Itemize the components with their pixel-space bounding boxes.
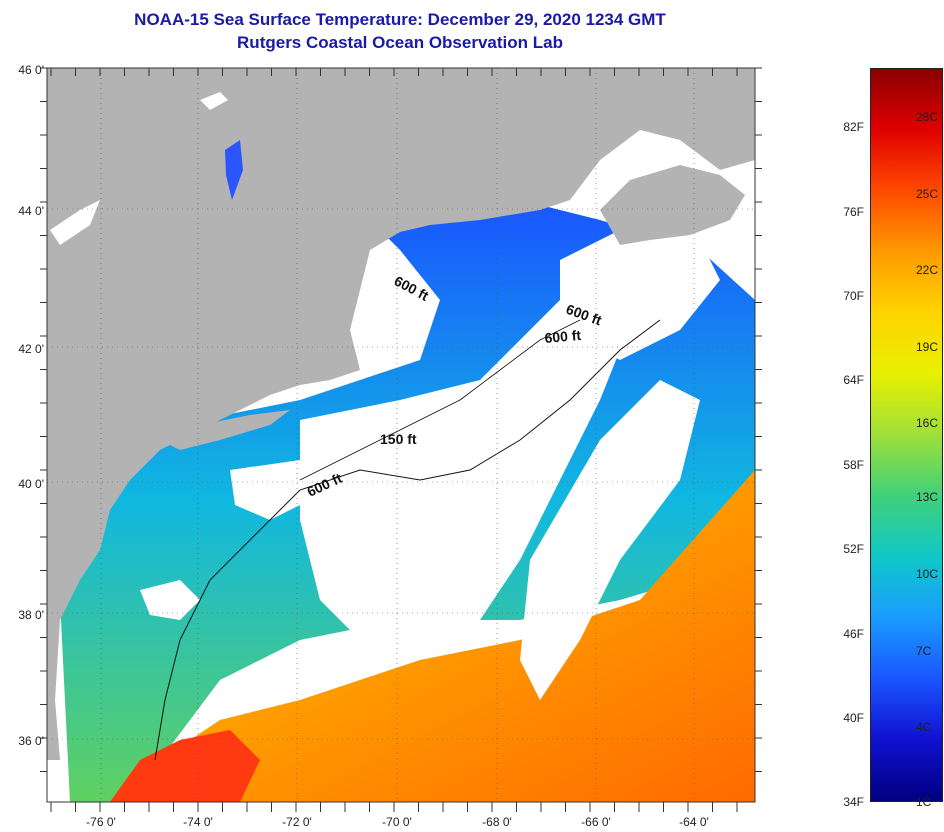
lon-label: -72 0' (282, 815, 312, 829)
hot-core (110, 730, 260, 802)
graticule (47, 68, 755, 802)
colorbar-c-label: 25C (916, 187, 939, 201)
land (47, 68, 755, 760)
land (160, 410, 290, 450)
lon-label: -74 0' (183, 815, 213, 829)
lat-label: 44 0' (18, 204, 44, 218)
colorbar-f-label: 64F (843, 373, 864, 387)
lat-label: 38 0' (18, 608, 44, 622)
colorbar-c-label: 13C (916, 490, 939, 504)
colorbar-f-label: 52F (843, 542, 864, 556)
lon-label: -66 0' (581, 815, 611, 829)
lat-label: 36 0' (18, 734, 44, 748)
cloud-patch (560, 230, 720, 360)
lon-label: -70 0' (382, 815, 412, 829)
cloud-patch (140, 580, 200, 620)
lat-label: 42 0' (18, 342, 44, 356)
cloud-patch (230, 460, 310, 520)
cloud-patch (300, 280, 640, 640)
axis-ticks (40, 67, 762, 812)
chart-title: NOAA-15 Sea Surface Temperature: Decembe… (134, 10, 666, 29)
depth-contour (299, 319, 581, 481)
colorbar-f-label: 70F (843, 289, 864, 303)
lake (200, 92, 228, 110)
colorbar-f-label: 34F (843, 795, 864, 809)
colorbar-c-label: 19C (916, 340, 939, 354)
lake (50, 200, 100, 245)
colorbar-c-label: 22C (916, 263, 939, 277)
colorbar-f-label: 58F (843, 458, 864, 472)
lon-labels: -76 0' -74 0' -72 0' -70 0' -68 0' -66 0… (86, 815, 709, 829)
lake (225, 140, 243, 200)
depth-label: 150 ft (380, 431, 417, 447)
depth-contour (154, 319, 661, 761)
colorbar-f-label: 76F (843, 205, 864, 219)
lon-label: -64 0' (679, 815, 709, 829)
map-frame (46, 67, 756, 803)
colorbar-f-label: 82F (843, 120, 864, 134)
lat-label: 46 0' (18, 63, 44, 77)
colorbar-f-label: 46F (843, 627, 864, 641)
lon-label: -76 0' (86, 815, 116, 829)
land (600, 165, 745, 245)
colorbar-c-label: 16C (916, 416, 939, 430)
colorbar-c-label: 28C (916, 110, 939, 124)
colorbar-f-label: 40F (843, 711, 864, 725)
colorbar-c-label: 7C (916, 644, 932, 658)
chart-subtitle: Rutgers Coastal Ocean Observation Lab (237, 33, 563, 52)
depth-label: 600 ft (544, 327, 582, 346)
colorbar-c-label: 1C (916, 795, 932, 809)
cloud-patch (520, 380, 700, 700)
lon-label: -68 0' (482, 815, 512, 829)
colorbar-c-label: 10C (916, 567, 939, 581)
lat-labels: 46 0' 44 0' 42 0' 40 0' 38 0' 36 0' (18, 63, 44, 748)
colorbar-c-label: 4C (916, 720, 932, 734)
lat-label: 40 0' (18, 477, 44, 491)
temperature-colorbar (870, 68, 943, 802)
